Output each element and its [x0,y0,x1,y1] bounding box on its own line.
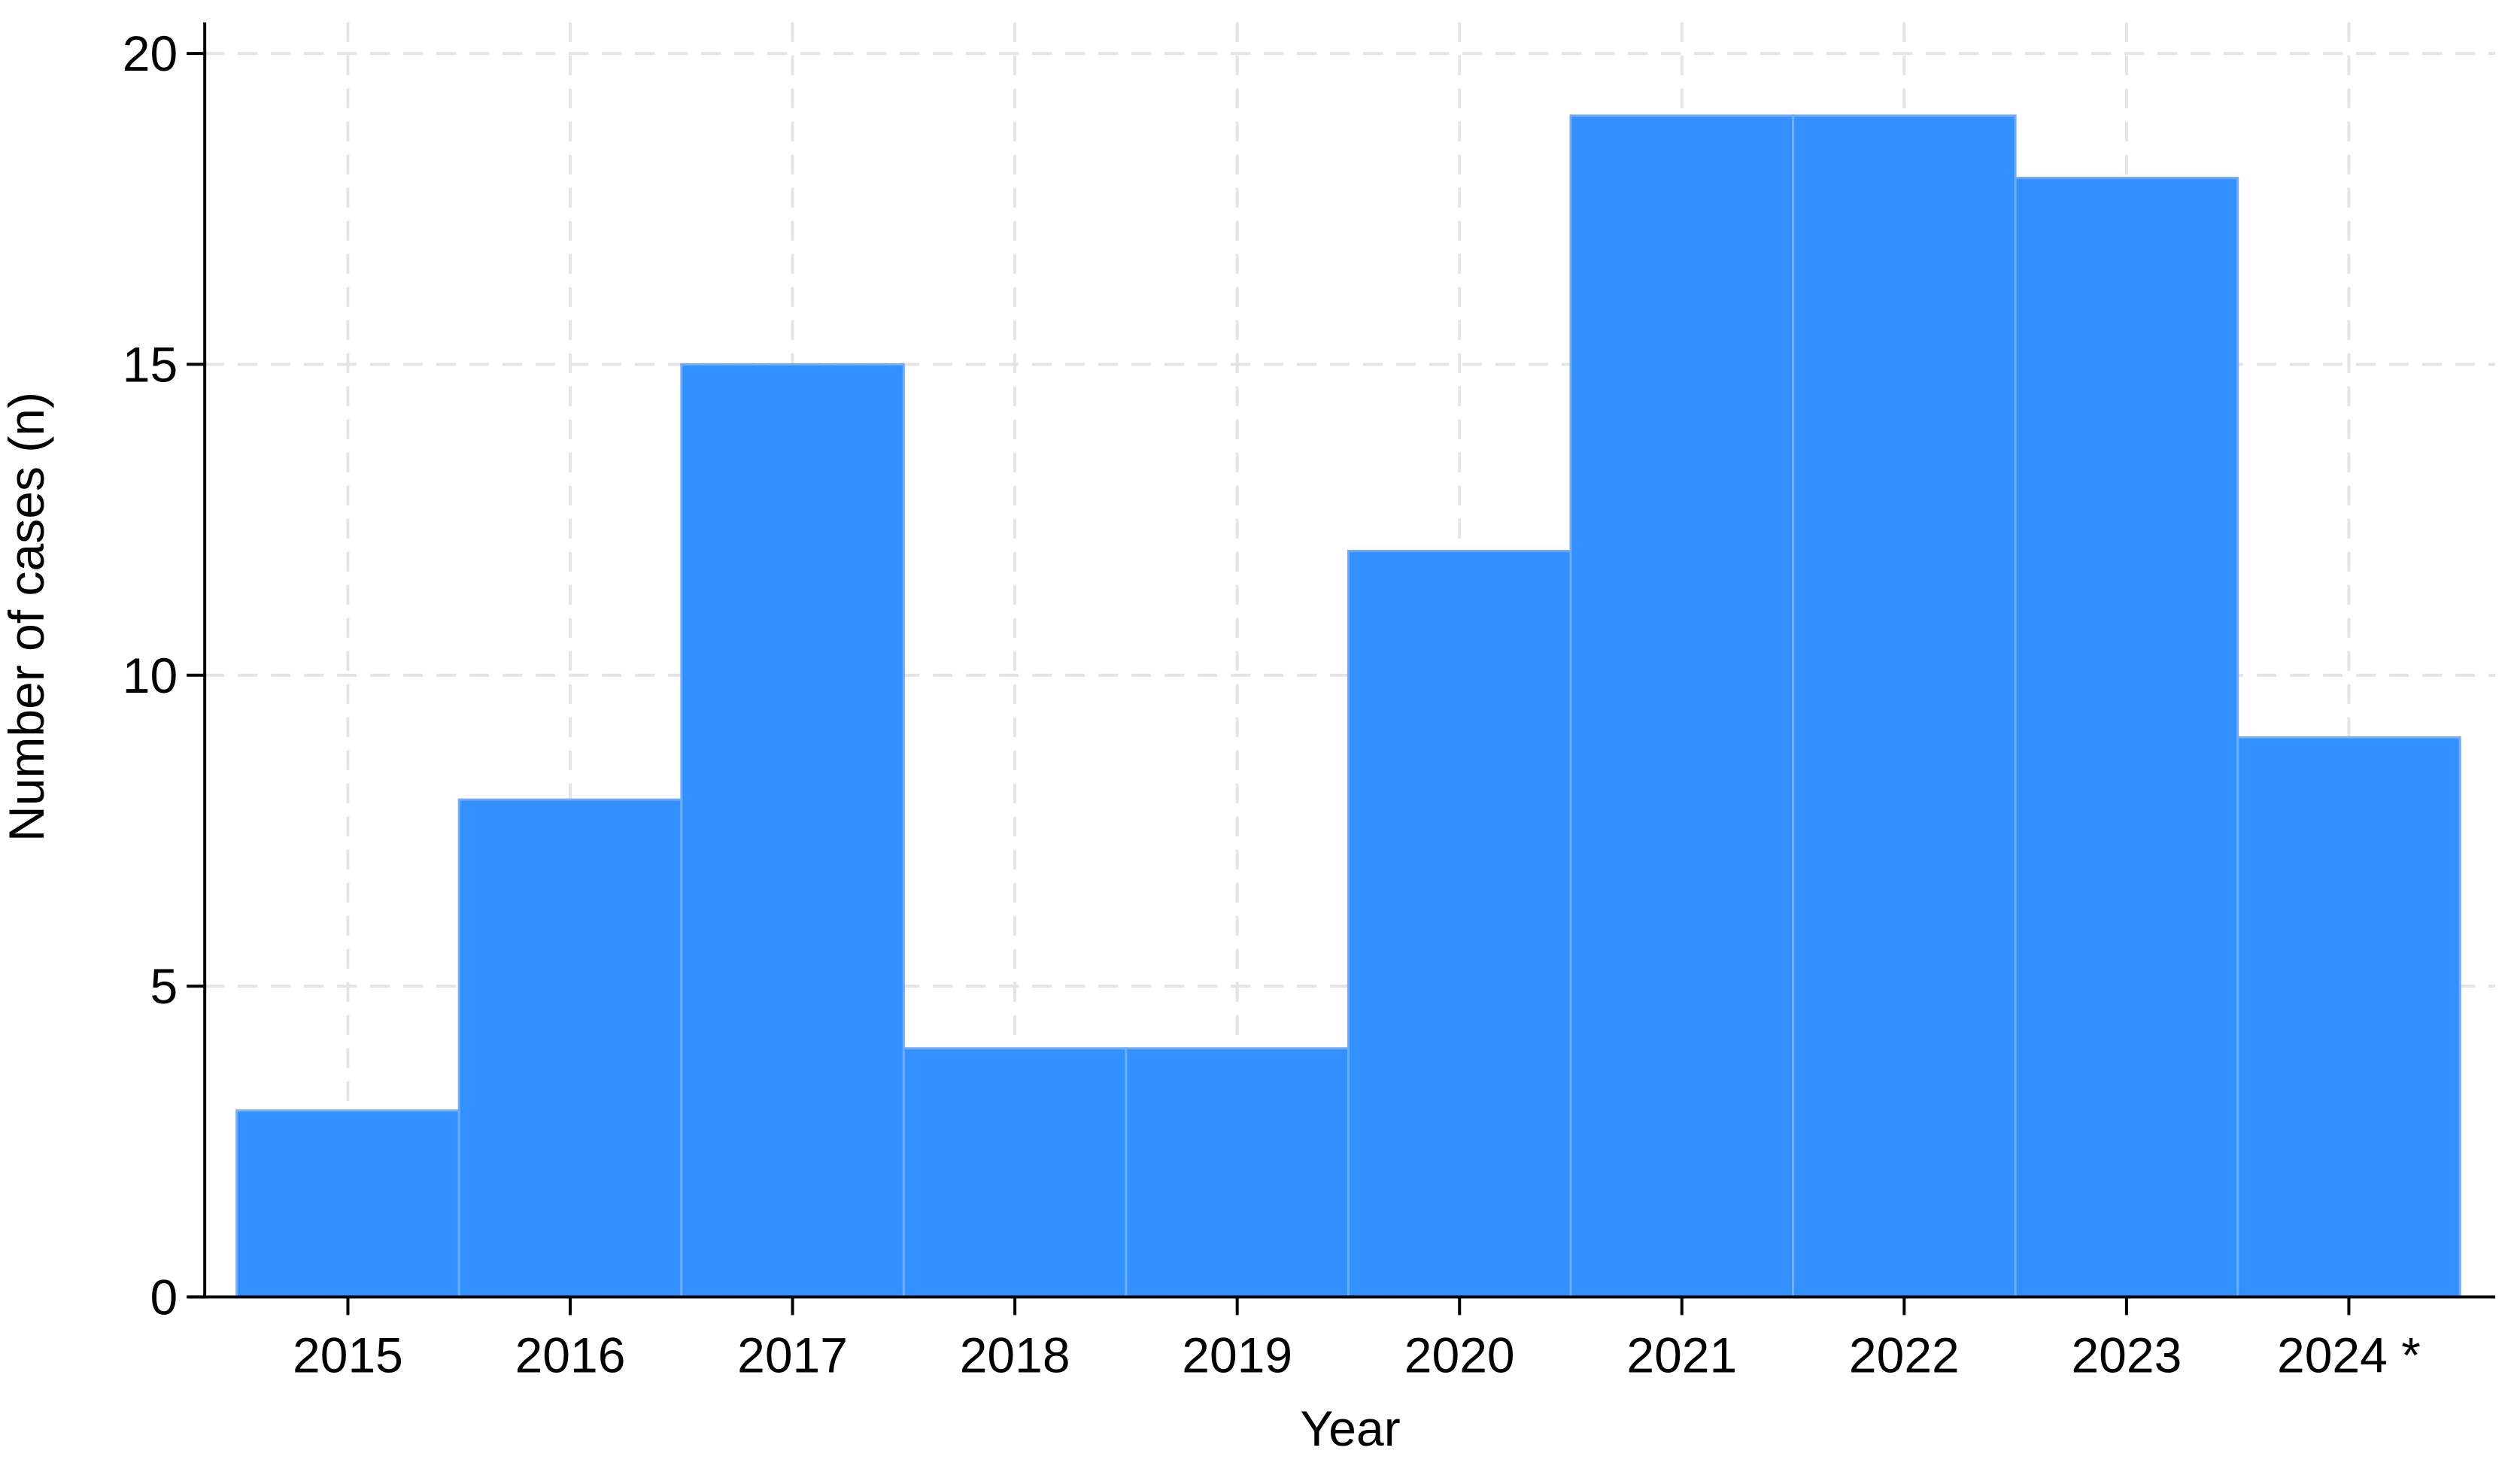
bar [2014,176,2239,1298]
bar [680,363,905,1298]
y-tick-label: 5 [150,958,178,1014]
y-tick-label: 15 [123,336,178,392]
x-tick-label: 2017 [737,1327,848,1382]
x-tick-label: 2022 [1849,1327,1960,1382]
y-tick-label: 20 [123,26,178,81]
x-tick-label: 2020 [1404,1327,1515,1382]
bar [1792,114,2017,1298]
bar [1569,114,1795,1298]
x-axis-title: Year [1300,1401,1400,1456]
x-tick-label: 2023 [2071,1327,2182,1382]
bar [2236,736,2461,1298]
bar [1347,549,1572,1298]
y-tick-label: 10 [123,648,178,703]
bar [902,1047,1128,1298]
x-tick-label: 2018 [960,1327,1070,1382]
x-tick-label: 2015 [293,1327,403,1382]
x-tick-label: 2019 [1182,1327,1292,1382]
bar [1125,1047,1350,1298]
x-tick-label: 2016 [515,1327,626,1382]
x-tick-label: 2024 * [2277,1327,2421,1382]
bar [235,1109,460,1298]
y-tick-label: 0 [150,1269,178,1325]
x-tick-label: 2021 [1626,1327,1737,1382]
y-axis-title: Number of cases (n) [0,392,54,842]
bar [457,798,683,1298]
